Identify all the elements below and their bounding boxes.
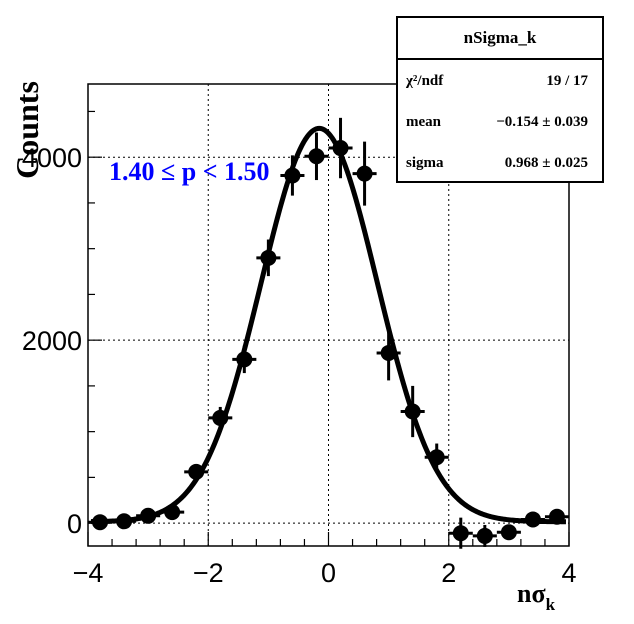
tick-labels: −4 −2 0 2 4 0 2000 4000 bbox=[22, 143, 577, 588]
data-point bbox=[136, 507, 161, 524]
stats-box: nSigma_k χ²/ndf 19 / 17 mean −0.154 ± 0.… bbox=[396, 16, 604, 183]
data-marker bbox=[404, 403, 421, 420]
x-tick-label: 4 bbox=[561, 558, 576, 588]
x-axis-label: nσk bbox=[517, 579, 556, 614]
data-point bbox=[184, 463, 209, 480]
x-axis-label-subscript: k bbox=[546, 595, 556, 614]
stats-value: 19 / 17 bbox=[546, 73, 588, 89]
axis-ticks bbox=[87, 110, 570, 546]
stats-value: −0.154 ± 0.039 bbox=[496, 114, 588, 130]
data-point bbox=[472, 524, 497, 547]
y-tick-label: 4000 bbox=[22, 143, 82, 173]
stats-value: 0.968 ± 0.025 bbox=[504, 155, 588, 171]
y-tick-label: 0 bbox=[67, 509, 82, 539]
data-marker bbox=[500, 524, 517, 541]
momentum-range-annotation: 1.40 ≤ p < 1.50 bbox=[109, 157, 270, 186]
data-marker bbox=[212, 409, 229, 426]
data-point bbox=[544, 508, 569, 525]
x-tick-label: −2 bbox=[193, 558, 224, 588]
data-point bbox=[328, 117, 353, 179]
y-tick-label: 2000 bbox=[22, 326, 82, 356]
data-marker bbox=[260, 249, 277, 266]
data-point bbox=[376, 325, 401, 381]
stats-row-mean: mean −0.154 ± 0.039 bbox=[398, 101, 602, 142]
data-point bbox=[304, 132, 329, 181]
data-point bbox=[400, 385, 425, 438]
x-tick-label: 2 bbox=[441, 558, 456, 588]
data-marker bbox=[548, 508, 565, 525]
data-marker bbox=[476, 527, 493, 544]
data-marker bbox=[164, 504, 181, 521]
data-marker bbox=[332, 140, 349, 157]
data-point bbox=[352, 141, 377, 206]
data-marker bbox=[92, 514, 109, 531]
data-point bbox=[424, 443, 449, 471]
data-marker bbox=[428, 449, 445, 466]
data-point bbox=[496, 524, 521, 541]
data-marker bbox=[236, 351, 253, 368]
data-point bbox=[520, 511, 545, 528]
x-tick-label: −4 bbox=[73, 558, 104, 588]
stats-label: mean bbox=[406, 114, 441, 130]
data-marker bbox=[452, 525, 469, 542]
data-marker bbox=[284, 167, 301, 184]
data-point bbox=[256, 239, 281, 277]
x-axis-label-main: nσ bbox=[517, 579, 546, 608]
x-tick-label: 0 bbox=[321, 558, 336, 588]
data-marker bbox=[188, 463, 205, 480]
stats-label: χ²/ndf bbox=[406, 73, 444, 89]
data-marker bbox=[380, 344, 397, 361]
data-point bbox=[280, 155, 305, 196]
data-point bbox=[232, 345, 257, 374]
data-marker bbox=[140, 507, 157, 524]
data-point bbox=[160, 504, 185, 521]
data-point bbox=[88, 514, 113, 531]
data-marker bbox=[116, 513, 133, 530]
data-marker bbox=[524, 511, 541, 528]
data-point bbox=[112, 513, 137, 530]
stats-title: nSigma_k bbox=[398, 18, 602, 60]
data-marker bbox=[356, 165, 373, 182]
data-points-layer bbox=[88, 117, 569, 549]
data-marker bbox=[308, 148, 325, 165]
data-point bbox=[208, 406, 233, 429]
stats-row-sigma: sigma 0.968 ± 0.025 bbox=[398, 142, 602, 183]
stats-label: sigma bbox=[406, 155, 444, 171]
data-point bbox=[448, 517, 473, 549]
y-axis-label: Counts bbox=[9, 81, 45, 179]
stats-row-chi2: χ²/ndf 19 / 17 bbox=[398, 60, 602, 101]
